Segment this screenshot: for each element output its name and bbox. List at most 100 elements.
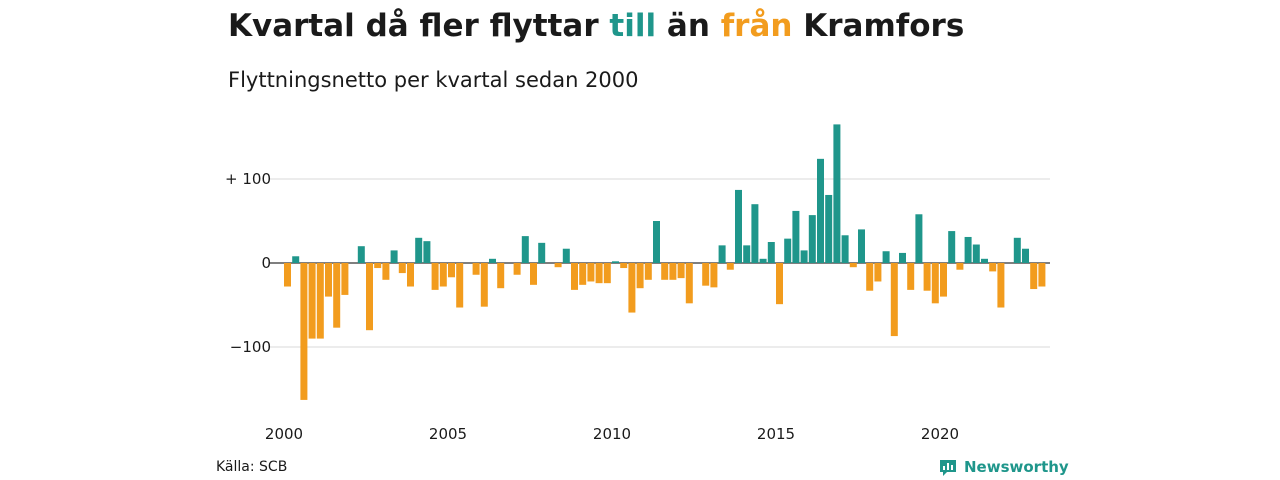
title-highlight-fran: från [720,8,793,44]
bar-0 [284,263,291,287]
bar-42 [628,263,636,313]
bar-35 [571,263,578,290]
bar-63 [800,250,808,263]
bar-34 [562,248,570,263]
bar-36 [579,263,587,285]
bar-89 [1013,237,1021,263]
y-tick-label-2: −100 [230,338,271,356]
bar-13 [390,250,398,263]
bar-3 [308,263,316,339]
bar-53 [718,245,726,263]
x-tick-label-0: 2000 [265,425,303,443]
bar-2 [300,263,308,400]
bar-43 [636,263,644,289]
bar-30 [530,263,537,285]
bar-21 [456,263,464,308]
y-tick-label-0: + 100 [225,170,271,188]
x-tick-label-2: 2010 [593,425,631,443]
bar-70 [858,229,865,263]
bar-6 [333,263,341,328]
bar-28 [513,263,521,275]
bar-26 [497,263,505,289]
bar-11 [374,263,382,269]
bar-74 [890,263,898,337]
x-tick-label-1: 2005 [429,425,467,443]
title-part3: Kramfors [792,8,965,44]
bar-60 [776,263,783,305]
bar-46 [661,263,669,280]
title-part1: Kvartal då fler flyttar [228,8,610,44]
newsworthy-logo-icon [940,460,956,476]
bar-68 [841,235,849,263]
bar-57 [751,204,759,263]
bar-72 [874,263,882,282]
x-tick-label-4: 2020 [921,425,959,443]
bar-69 [849,263,857,268]
bar-19 [439,263,447,287]
bar-76 [907,263,915,290]
bar-59 [767,242,775,263]
bar-80 [940,263,947,297]
bar-24 [480,263,488,307]
bar-23 [472,263,480,275]
bar-75 [899,252,906,263]
brand-name: Newsworthy [964,458,1069,476]
bar-58 [759,258,767,263]
bar-90 [1022,248,1029,263]
bar-45 [653,221,660,263]
bar-37 [587,263,595,282]
bar-33 [554,263,562,268]
bar-41 [620,263,628,269]
bar-38 [595,263,603,284]
bar-56 [743,245,751,263]
bar-91 [1030,263,1038,290]
bar-92 [1038,263,1046,287]
bar-1 [292,256,300,263]
title-part2: än [656,8,721,44]
bar-4 [316,263,324,339]
bar-85 [981,258,988,263]
chart-title: Kvartal då fler flyttar till än från Kra… [228,8,964,44]
bar-18 [431,263,439,290]
bar-81 [948,231,956,263]
bar-66 [825,194,833,263]
bar-71 [866,263,874,291]
bar-16 [415,237,423,263]
bar-54 [726,263,734,270]
x-tick-label-3: 2015 [757,425,795,443]
bar-31 [538,242,546,263]
bar-78 [923,263,931,291]
bar-40 [612,261,619,263]
bar-9 [357,246,365,263]
chart-subtitle: Flyttningsnetto per kvartal sedan 2000 [228,68,639,92]
source-label: Källa: SCB [216,459,288,475]
bar-77 [915,214,923,263]
bar-44 [644,263,652,280]
bar-73 [882,251,890,263]
bar-79 [931,263,939,304]
bar-87 [997,263,1005,308]
bar-14 [398,263,406,274]
bar-64 [808,215,816,263]
bar-29 [521,236,529,263]
bar-52 [710,263,718,288]
bar-17 [423,241,431,263]
brand-logo: Newsworthy [938,457,1069,477]
bar-83 [964,236,972,263]
title-highlight-till: till [609,8,657,44]
bar-84 [972,244,980,263]
bar-39 [603,263,611,284]
bar-67 [833,124,841,264]
bar-5 [325,263,332,297]
bar-20 [448,263,455,278]
bar-49 [685,263,693,304]
bar-25 [489,258,496,263]
bar-15 [407,263,414,287]
bar-65 [817,158,824,263]
bar-82 [956,263,964,270]
y-tick-label-1: 0 [261,254,271,272]
bar-55 [735,189,742,263]
bar-61 [784,238,792,263]
bar-12 [382,263,390,280]
